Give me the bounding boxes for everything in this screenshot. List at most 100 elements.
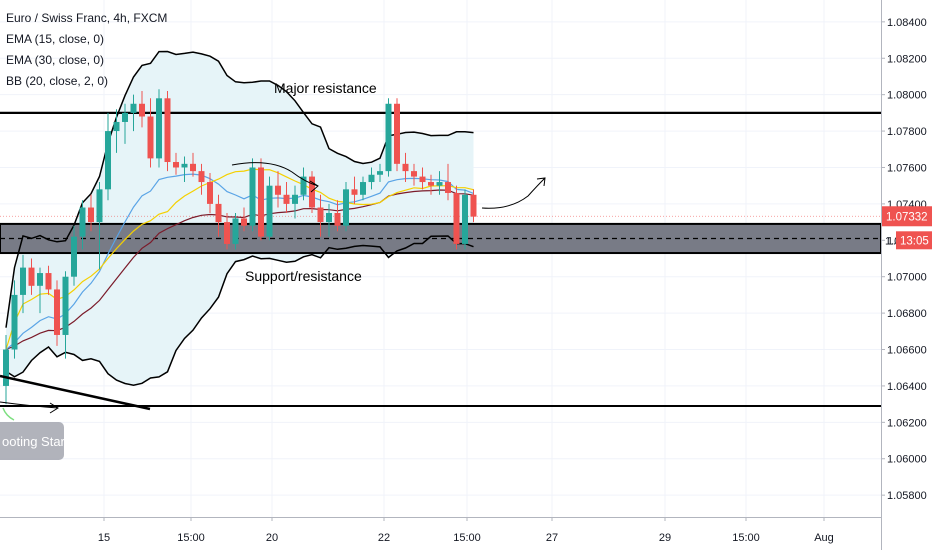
arrow-sketch-middle <box>231 162 319 193</box>
candle <box>445 163 451 201</box>
candle <box>402 152 409 183</box>
y-tick-label: 1.07800 <box>887 126 927 138</box>
candle-body <box>54 289 60 335</box>
x-tick-label: 27 <box>546 532 558 544</box>
candle-body <box>130 103 137 113</box>
shooting-star-text: ooting Star <box>2 434 66 449</box>
candle-body <box>300 176 307 195</box>
y-tick-label: 1.08400 <box>887 17 927 29</box>
candle <box>232 212 239 250</box>
candle-body <box>96 189 103 223</box>
candle <box>283 182 290 213</box>
indicator-ema30: EMA (30, close, 0) <box>6 53 104 67</box>
y-tick-label: 1.06200 <box>887 417 927 429</box>
candle-body <box>385 103 392 172</box>
candle-body <box>258 167 264 237</box>
candle <box>215 194 222 237</box>
bollinger-band-fill <box>6 51 474 386</box>
candle <box>28 258 35 295</box>
candle-body <box>20 267 26 295</box>
candle <box>351 176 358 204</box>
candle <box>113 109 120 153</box>
candle <box>377 163 383 183</box>
candle <box>436 171 443 195</box>
arrow-right-small <box>0 401 59 414</box>
candle-body <box>453 192 460 244</box>
candle-body <box>232 218 239 244</box>
indicator-ema15: EMA (15, close, 0) <box>6 32 104 46</box>
y-tick-label: 1.06400 <box>887 381 927 393</box>
candle <box>88 194 94 232</box>
candle-body <box>292 194 298 204</box>
candle-body <box>283 194 290 204</box>
y-tick-label: 1.08000 <box>887 90 927 102</box>
candle-body <box>428 182 434 186</box>
candle <box>224 212 230 250</box>
y-tick-label: 1.06800 <box>887 308 927 320</box>
candle-body <box>71 236 77 277</box>
trend-line <box>0 374 151 411</box>
candle <box>45 265 52 295</box>
candle-body <box>62 276 69 335</box>
candle <box>275 171 281 208</box>
candle-body <box>139 103 145 117</box>
candle-body <box>88 207 94 223</box>
y-tick-label: 1.05800 <box>887 490 927 502</box>
bollinger-lower-band <box>5 235 474 386</box>
candle <box>198 163 205 195</box>
indicator-bb: BB (20, close, 2, 0) <box>6 74 108 88</box>
candle <box>300 167 307 201</box>
candle <box>411 163 417 186</box>
candle <box>470 189 477 223</box>
candle <box>62 271 69 359</box>
candle <box>462 189 468 250</box>
major-resistance-label: Major resistance <box>274 80 377 96</box>
candle-body <box>266 185 273 237</box>
candle-body <box>113 121 120 132</box>
x-tick-label: 29 <box>659 532 671 544</box>
candle-body <box>147 116 154 159</box>
candle <box>139 91 145 128</box>
candle <box>360 176 366 201</box>
candle-body <box>470 194 477 217</box>
candle <box>385 98 392 177</box>
candle-body <box>241 218 247 226</box>
candle-body <box>326 212 332 223</box>
candle-body <box>198 171 205 183</box>
candle-body <box>436 182 443 186</box>
candle-body <box>190 163 196 172</box>
candle <box>71 225 77 286</box>
candle-body <box>122 112 128 122</box>
candle <box>258 158 264 241</box>
candle-body <box>45 273 52 290</box>
candle-body <box>317 207 324 223</box>
bollinger-middle-band <box>5 168 474 350</box>
svg-text:1.07332: 1.07332 <box>886 211 928 223</box>
candle <box>292 185 298 219</box>
candle <box>419 167 426 190</box>
countdown-label: 1.0 13:05 <box>885 231 932 250</box>
candle <box>249 158 256 232</box>
candle <box>37 267 43 314</box>
x-tick-label: 15 <box>98 532 110 544</box>
candle-body <box>309 176 315 208</box>
y-tick-label: 1.07000 <box>887 272 927 284</box>
candle-body <box>343 189 349 226</box>
ema-15-line <box>5 173 474 350</box>
candle-body <box>3 349 9 386</box>
candle-body <box>37 273 43 286</box>
candle <box>334 200 341 232</box>
candle <box>3 334 9 405</box>
candle-body <box>411 171 417 177</box>
candle <box>79 200 86 250</box>
candle <box>164 91 171 172</box>
candle <box>130 94 137 132</box>
shooting-star-label: ooting Star <box>0 422 66 460</box>
x-tick-label: 15:00 <box>453 532 481 544</box>
candle-body <box>105 131 111 190</box>
candle <box>96 182 103 270</box>
candle-body <box>11 294 18 350</box>
candle-body <box>207 182 213 204</box>
candle <box>266 176 273 241</box>
